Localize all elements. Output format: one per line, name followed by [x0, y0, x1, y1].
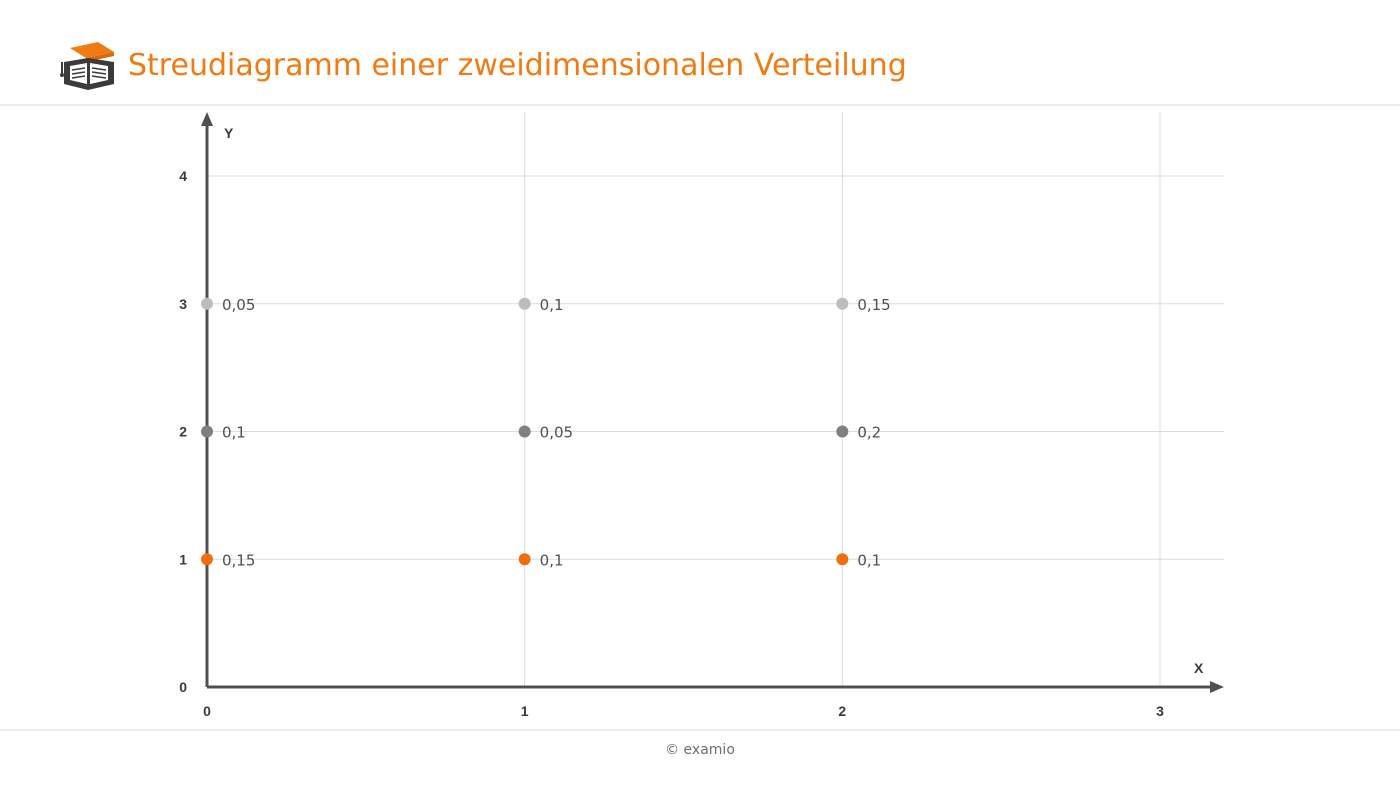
data-point — [518, 553, 531, 566]
data-point — [836, 297, 849, 310]
data-label: 0,15 — [222, 551, 255, 569]
y-tick-label: 3 — [179, 296, 187, 312]
x-axis-arrow-icon — [1210, 681, 1224, 693]
data-label: 0,1 — [540, 296, 564, 314]
data-point — [201, 297, 213, 310]
y-axis-label: Y — [224, 125, 234, 141]
data-point — [836, 553, 849, 566]
data-label: 0,15 — [857, 296, 890, 314]
y-tick-label: 0 — [179, 679, 187, 695]
data-point — [201, 425, 213, 438]
copyright-text: © examio — [665, 742, 735, 758]
data-label: 0,05 — [222, 296, 255, 314]
x-tick-label: 2 — [838, 703, 846, 719]
data-label: 0,1 — [857, 551, 881, 569]
y-tick-label: 4 — [179, 168, 187, 184]
x-tick-label: 1 — [521, 703, 529, 719]
data-point — [201, 553, 213, 566]
data-point — [518, 425, 531, 438]
data-label: 0,05 — [540, 424, 573, 442]
graduation-cap-book-icon — [58, 40, 120, 94]
y-axis-arrow-icon — [201, 112, 213, 126]
header-bar: Streudiagramm einer zweidimensionalen Ve… — [0, 0, 1400, 106]
y-tick-label: 1 — [179, 551, 187, 567]
data-label: 0,1 — [540, 551, 564, 569]
x-tick-label: 3 — [1156, 703, 1164, 719]
y-tick-label: 2 — [179, 424, 187, 440]
data-label: 0,1 — [222, 424, 246, 442]
x-axis-label: X — [1194, 660, 1204, 676]
data-point — [518, 297, 531, 310]
footer-divider — [0, 729, 1400, 731]
data-label: 0,2 — [857, 424, 881, 442]
data-point — [836, 425, 849, 438]
page-title: Streudiagramm einer zweidimensionalen Ve… — [128, 48, 907, 83]
x-tick-label: 0 — [203, 703, 211, 719]
